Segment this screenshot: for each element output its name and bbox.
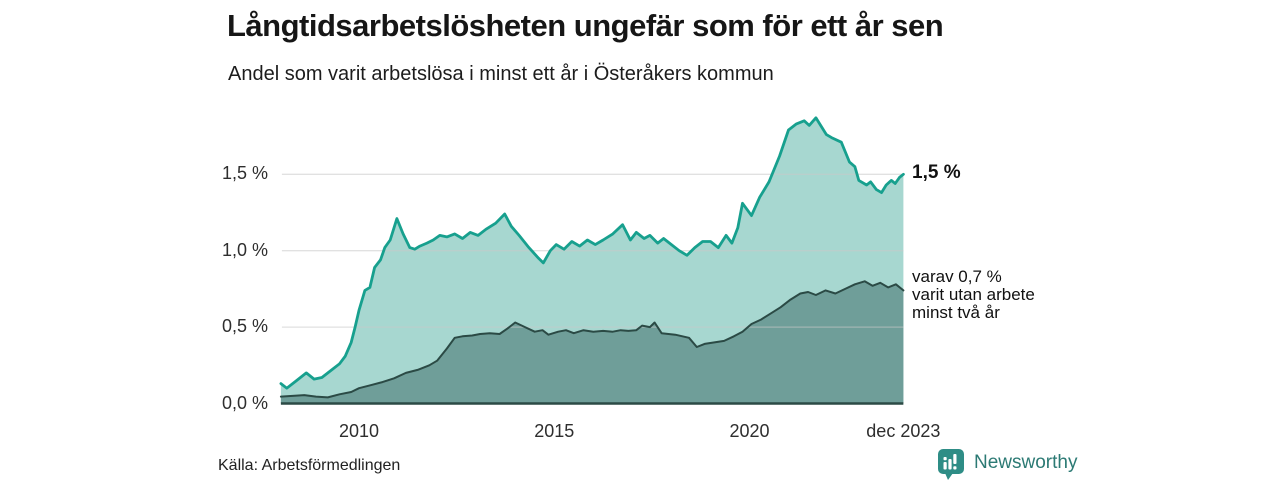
- y-tick-label: 0,0 %: [221, 392, 268, 413]
- y-tick-label: 0,5 %: [221, 316, 268, 337]
- brand-logo: Newsworthy: [936, 448, 1077, 480]
- y-tick-label: 1,5 %: [221, 163, 268, 184]
- series-end-annotation: varav 0,7 % varit utan arbete minst två …: [912, 268, 1035, 322]
- line-total: [279, 116, 905, 390]
- annotation-line: varit utan arbete: [912, 285, 1035, 305]
- x-tick-label: 2015: [534, 421, 575, 441]
- brand-name: Newsworthy: [974, 452, 1078, 473]
- x-tick-label: 2020: [729, 421, 770, 441]
- page-title: Långtidsarbetslösheten ungefär som för e…: [227, 8, 944, 43]
- y-tick-label: 1,0 %: [221, 239, 268, 260]
- x-tick-label: 2010: [338, 421, 380, 441]
- newsworthy-bubble-chart-icon: [938, 449, 964, 480]
- line-two-years: [279, 280, 905, 399]
- area-fill-two-years: [280, 281, 904, 404]
- x-tick-label: dec 2023: [866, 421, 941, 441]
- annotation-line: varav 0,7 %: [912, 267, 1002, 287]
- series-end-value-label: 1,5 %: [912, 162, 961, 184]
- source-credit: Källa: Arbetsförmedlingen: [218, 457, 401, 474]
- chart-subtitle: Andel som varit arbetslösa i minst ett å…: [228, 63, 774, 85]
- annotation-line: minst två år: [912, 303, 1000, 323]
